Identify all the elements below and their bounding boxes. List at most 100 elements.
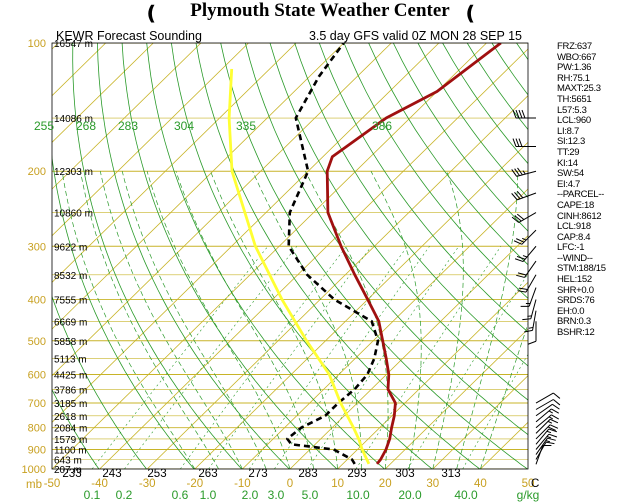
dry-adiabat-line [72,43,242,469]
barb-flag [511,216,519,223]
index-item: CAP:8.4 [557,231,591,243]
mixing-ratio-label: 0.2 [116,488,133,502]
chart-title: KEWR Forecast Sounding [56,29,202,43]
barb-half [522,255,528,258]
wind-barb [517,274,537,293]
height-label: 14086 m [54,114,93,125]
height-label: 6669 m [54,317,87,328]
mixing-ratio-line [274,246,430,469]
dry-adiabat-line [52,389,100,469]
dry-adiabat-line [318,43,528,333]
y-tick-label: 400 [28,294,46,306]
theta-label-top: 335 [236,119,256,133]
index-item: BSHR:12 [557,327,595,339]
moist-adiabat-line [146,171,291,469]
barb-flag [551,408,560,414]
isotherm-line [52,43,440,423]
index-item: TT:29 [557,146,580,158]
barb-staff [516,170,537,177]
barb-staff [535,392,554,404]
plot-frame [51,42,529,470]
index-item: LCL:960 [557,115,591,127]
dry-adiabat-line [121,43,338,469]
mixing-ratio-label: 0.6 [172,488,189,502]
index-item: L57:5.3 [557,104,587,116]
barb-staff [525,274,537,293]
theta-label-bottom: 273 [248,468,267,480]
wind-barb [535,414,560,429]
barb-staff [535,445,544,465]
wind-barb [514,245,537,263]
wind-barb [535,424,559,440]
mixing-ratio-label: 0.1 [84,488,101,502]
wind-barb [535,433,558,450]
theta-label-bottom: 233 [62,468,81,480]
index-item: CINH:8612 [557,210,602,222]
height-label: 5858 m [54,337,87,348]
y-axis-title: mb [26,479,42,491]
wind-barb [513,229,537,245]
barb-staff [528,287,537,307]
grid-lines [0,43,528,469]
moist-adiabat-line [480,322,528,469]
barb-flag [514,168,520,176]
index-item: SI:12.3 [557,136,586,148]
barb-half [548,416,553,420]
y-tick-label: 500 [28,336,46,348]
dry-adiabat-line [220,43,528,469]
index-item: STM:188/15 [557,263,606,275]
x-axis-title: C [531,478,539,490]
y-tick-label: 900 [28,445,46,457]
y-tick-label: 100 [28,38,46,50]
index-item: MAXT:25.3 [557,83,601,95]
dry-adiabat-line [97,43,290,469]
height-label: 2084 m [54,424,87,435]
dry-adiabat-line [244,43,528,436]
height-label: 643 m [54,456,82,467]
barb-flag [551,414,560,420]
moist-adiabat-line [99,171,243,469]
barb-flag [547,426,557,431]
height-label: 4425 m [54,370,87,381]
theta-label-bottom: 243 [102,468,121,480]
height-label: 16547 m [54,39,93,50]
mixing-ratio-label: 10.0 [346,488,370,502]
theta-label-top: 255 [34,119,54,133]
dry-adiabat-line [294,43,528,367]
moist-adiabat-line [175,171,315,469]
mixing-ratio-label: 40.0 [454,488,478,502]
barb-flag [515,138,520,147]
wind-barb [535,418,559,434]
index-item: --WIND-- [557,252,593,264]
mixing-ratio-line [180,246,347,469]
barb-flag [517,167,523,176]
index-item: KI:14 [557,157,578,169]
barb-staff [521,229,537,245]
x-tick-label: -20 [186,478,203,490]
height-label: 1579 m [54,435,87,446]
index-item: EI:4.7 [557,178,581,190]
barb-flag [513,240,523,245]
isotherm-line [52,43,487,469]
barb-half [546,436,552,439]
height-label: 8532 m [54,271,87,282]
isotherm-line [194,141,528,469]
dry-adiabat-line [0,43,4,469]
barb-flag [545,441,555,445]
barb-flag [512,138,517,147]
barb-staff [535,437,548,455]
wind-barb [522,299,537,321]
moist-adiabat-line [121,171,267,469]
mixing-ratio-line [124,246,298,469]
x-tick-label: -40 [91,478,108,490]
barb-flag [524,329,533,333]
y-tick-label: 300 [28,241,46,253]
y-tick-label: 200 [28,166,46,178]
mixing-ratio-label: 5.0 [302,488,319,502]
barb-flag [511,193,518,201]
barb-half [522,237,527,241]
wind-barb [524,310,537,333]
isotherm-line [242,188,528,469]
theta-label-top: 268 [76,119,96,133]
